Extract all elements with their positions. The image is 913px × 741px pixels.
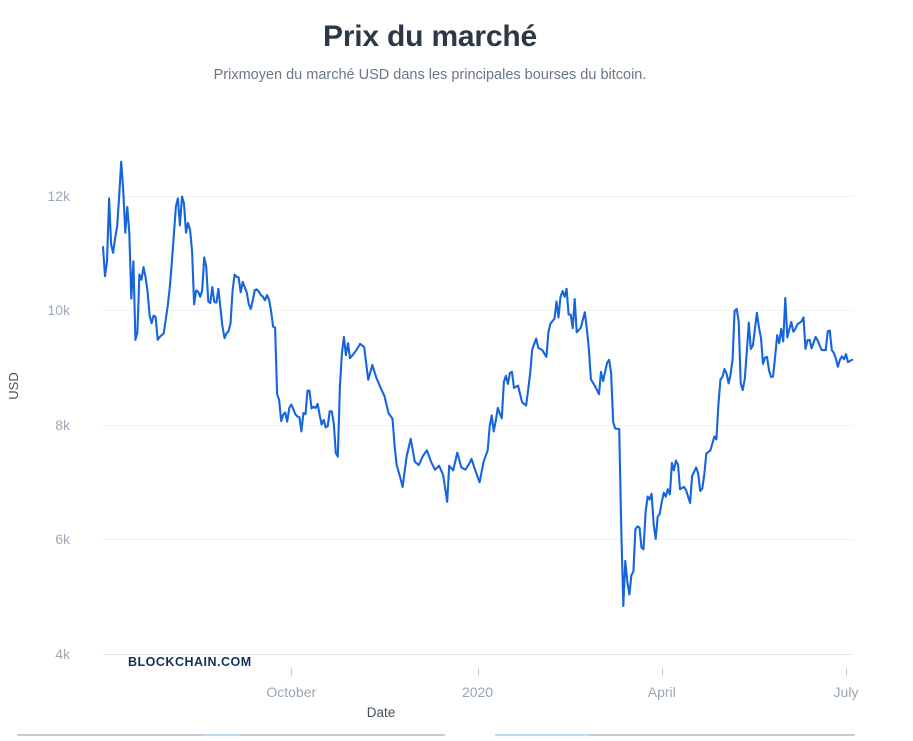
x-tick-label: October xyxy=(266,684,317,700)
y-tick-label: 4k xyxy=(55,645,70,662)
below-fold-divider-left-accent xyxy=(203,734,240,736)
x-tick-label: July xyxy=(833,684,859,700)
x-tick-label: April xyxy=(647,684,676,700)
y-tick-label: 12k xyxy=(47,187,70,204)
y-tick-label: 8k xyxy=(55,416,70,433)
y-axis-title: USD xyxy=(6,372,21,400)
below-fold-divider-right-accent xyxy=(495,734,587,736)
x-tick-label: 2020 xyxy=(461,684,494,700)
blockchain-watermark: BLOCKCHAIN.COM xyxy=(128,655,252,669)
below-fold-divider-right xyxy=(587,734,855,736)
y-tick-label: 10k xyxy=(47,302,70,318)
chart-subtitle: Prixmoyen du marché USD dans les princip… xyxy=(213,67,647,83)
price-line-series xyxy=(101,160,854,608)
chart-header: Prix du marché Prixmoyen du marché USD d… xyxy=(0,18,860,84)
x-axis-title: Date xyxy=(366,705,396,720)
y-tick-label: 6k xyxy=(55,531,70,547)
chart-title: Prix du marché xyxy=(323,20,537,53)
